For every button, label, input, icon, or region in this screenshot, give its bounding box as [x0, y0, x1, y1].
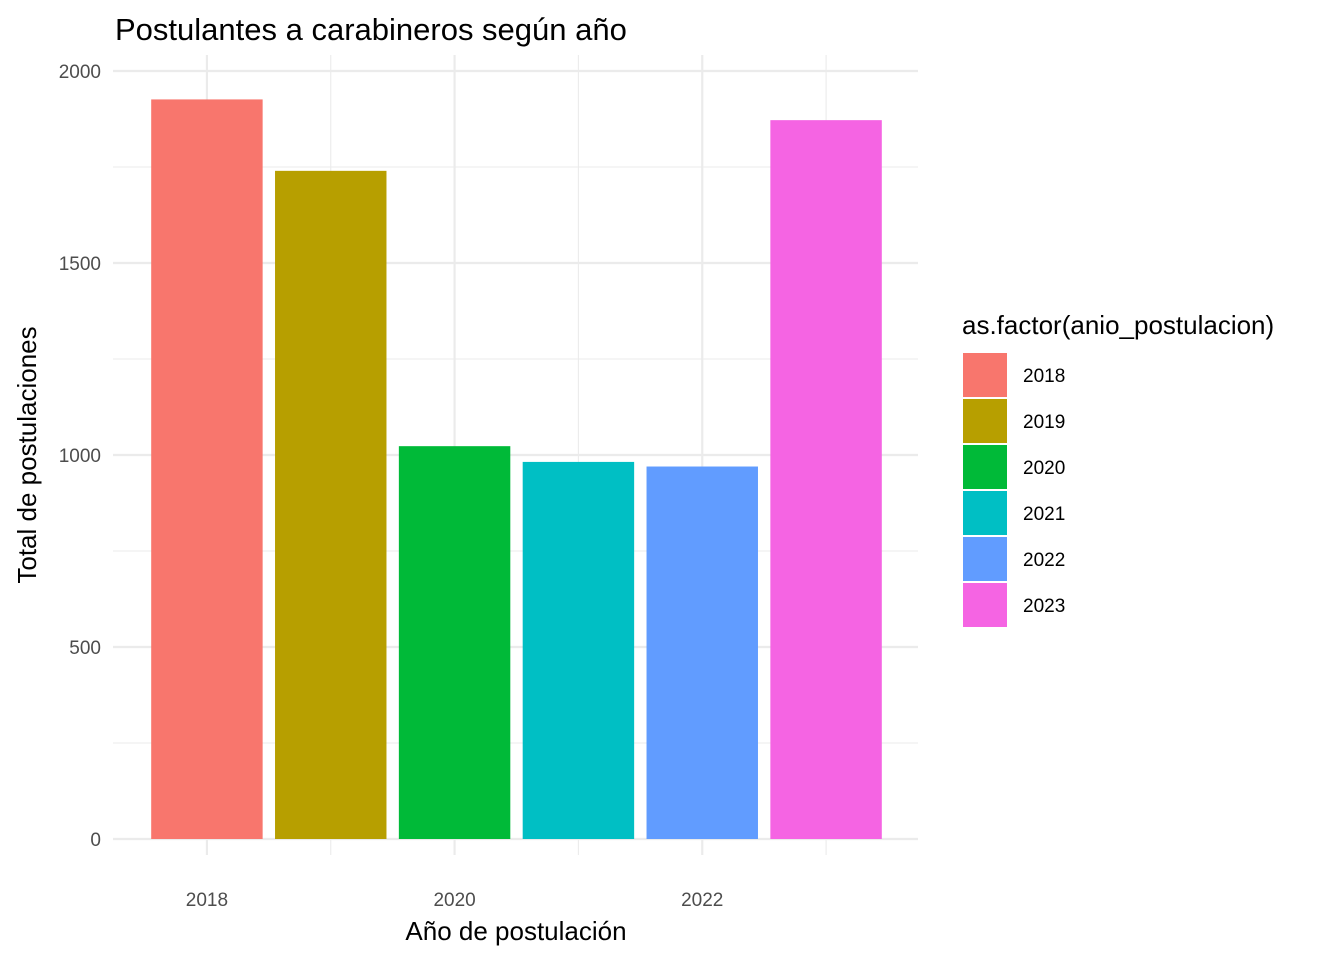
bar-2020	[398, 446, 511, 839]
legend-label-2021: 2021	[1023, 504, 1065, 525]
legend-label-2018: 2018	[1023, 366, 1065, 387]
legend-title: as.factor(anio_postulacion)	[962, 310, 1274, 340]
x-tick-label: 2018	[186, 890, 228, 911]
legend-key-2021	[963, 491, 1007, 535]
x-axis-ticks: 2018 2020 2022	[186, 890, 724, 911]
y-axis-ticks: 0 500 1000 1500 2000	[59, 62, 101, 851]
y-tick-label: 2000	[59, 62, 101, 83]
bar-2018	[151, 99, 263, 839]
legend-label-2019: 2019	[1023, 412, 1065, 433]
bar-2023	[770, 120, 882, 840]
legend-key-2019	[963, 399, 1007, 443]
legend-key-2022	[963, 537, 1007, 581]
y-tick-label: 500	[69, 638, 101, 659]
y-tick-label: 1000	[59, 446, 101, 467]
bar-2021	[522, 461, 635, 839]
y-tick-label: 0	[90, 830, 101, 851]
legend-label-2020: 2020	[1023, 458, 1065, 479]
x-tick-label: 2020	[433, 890, 475, 911]
y-tick-label: 1500	[59, 254, 101, 275]
bar-2019	[275, 170, 387, 840]
legend-key-2018	[963, 353, 1007, 397]
legend: as.factor(anio_postulacion) 2018 2019 2020…	[962, 310, 1274, 627]
bar-2022	[646, 466, 758, 839]
legend-items: 2018 2019 2020 2021 2022 2023	[963, 353, 1065, 627]
chart-title: Postulantes a carabineros según año	[115, 12, 627, 47]
x-axis-title: Año de postulación	[405, 916, 626, 946]
bars	[151, 99, 882, 840]
legend-label-2023: 2023	[1023, 596, 1065, 617]
legend-key-2020	[963, 445, 1007, 489]
legend-label-2022: 2022	[1023, 550, 1065, 571]
legend-key-2023	[963, 583, 1007, 627]
y-axis-title: Total de postulaciones	[12, 326, 42, 583]
x-tick-label: 2022	[681, 890, 723, 911]
